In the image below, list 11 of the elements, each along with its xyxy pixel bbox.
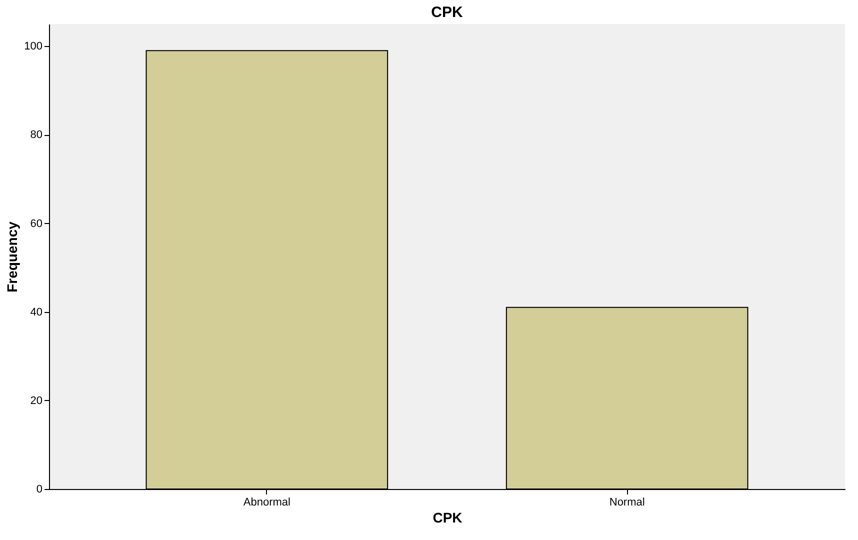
x-tick-label: Abnormal — [243, 496, 290, 508]
x-tick-label: Normal — [609, 496, 645, 508]
y-tick-label: 80 — [30, 129, 42, 142]
chart-title: CPK — [431, 4, 463, 21]
y-tick-label: 60 — [30, 218, 42, 230]
y-tick-label: 100 — [24, 40, 42, 53]
y-tick-label: 0 — [36, 484, 42, 496]
y-tick-label: 40 — [30, 306, 42, 318]
y-tick-label: 20 — [30, 394, 42, 407]
x-axis-title: CPK — [432, 510, 462, 526]
y-axis-title: Frequency — [4, 221, 20, 292]
